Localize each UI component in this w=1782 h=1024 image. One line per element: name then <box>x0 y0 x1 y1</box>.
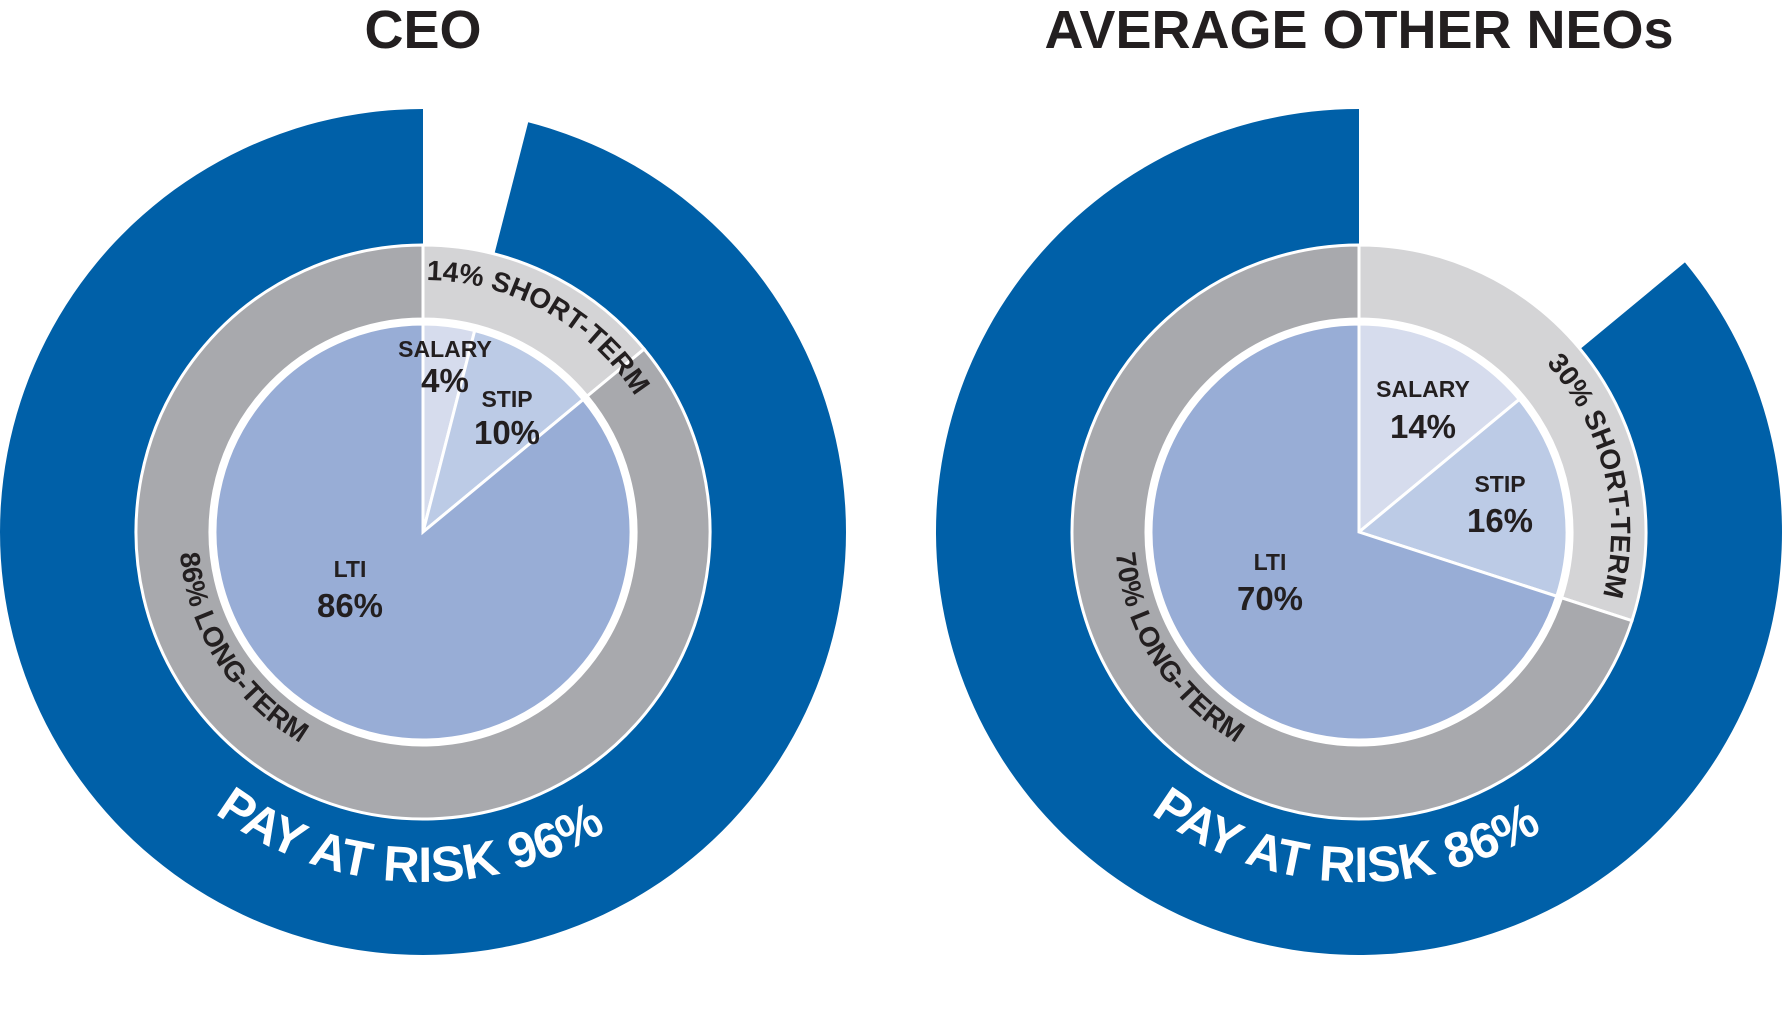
neos-panel-title: AVERAGE OTHER NEOs <box>1044 0 1673 60</box>
ceo-lti-name-label: LTI <box>334 556 367 582</box>
neos-lti-value-label: 70% <box>1237 580 1303 617</box>
ceo-long-term-ring-segment <box>134 243 712 821</box>
neos-stip-slice <box>1355 397 1569 599</box>
neos-salary-slice <box>1357 322 1522 536</box>
neos-stip-name-label: STIP <box>1474 471 1525 497</box>
ceo-salary-value-label: 4% <box>421 362 469 399</box>
ceo-lti-value-label: 86% <box>317 587 383 624</box>
neos-salary-name-label: SALARY <box>1376 376 1470 402</box>
neos-salary-value-label: 14% <box>1390 408 1456 445</box>
ceo-lti-slice <box>213 322 633 742</box>
neos-lti-name-label: LTI <box>1254 549 1287 575</box>
ceo-stip-value-label: 10% <box>474 414 540 451</box>
ceo-salary-name-label: SALARY <box>398 336 492 362</box>
neos-lti-slice <box>1149 322 1559 742</box>
neos-short-term-ring-segment <box>1357 243 1648 623</box>
ceo-panel-title: CEO <box>364 0 481 60</box>
ceo-stip-name-label: STIP <box>481 386 532 412</box>
ceo-stip-slice <box>420 328 586 537</box>
neos-stip-value-label: 16% <box>1467 502 1533 539</box>
average-other-neos-panel: AVERAGE OTHER NEOs SALARY 14% STIP 16% LTI 70%… <box>935 0 1782 956</box>
neos-long-term-ring-segment <box>1070 243 1634 821</box>
